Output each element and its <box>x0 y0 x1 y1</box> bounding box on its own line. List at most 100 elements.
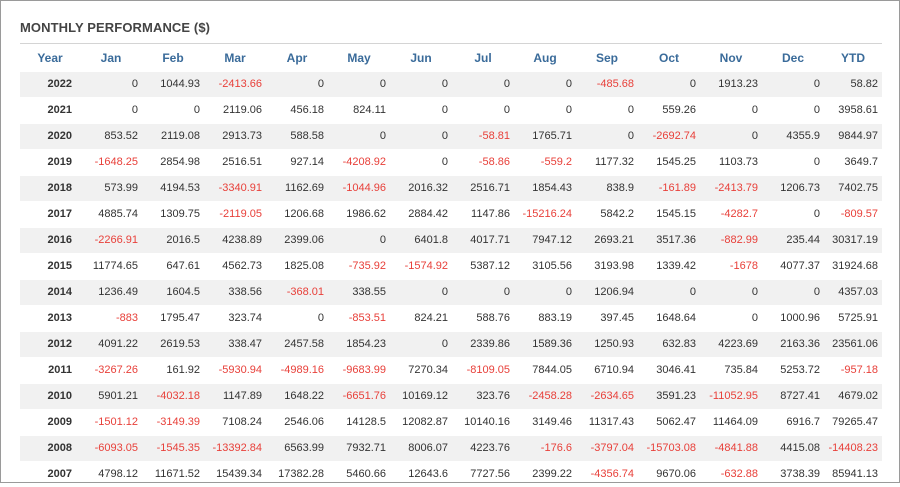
year-cell: 2014 <box>20 280 80 306</box>
month-value-cell: 0 <box>266 306 328 332</box>
month-value-cell: -368.01 <box>266 280 328 306</box>
month-value-cell: 338.55 <box>328 280 390 306</box>
ytd-cell: 4357.03 <box>824 280 882 306</box>
month-value-cell: 1309.75 <box>142 202 204 228</box>
month-value-cell: -4989.16 <box>266 358 328 384</box>
month-value-cell: 0 <box>390 150 452 176</box>
year-cell: 2011 <box>20 358 80 384</box>
month-value-cell: 11774.65 <box>80 254 142 280</box>
month-value-cell: 647.61 <box>142 254 204 280</box>
ytd-cell: -14408.23 <box>824 436 882 462</box>
month-value-cell: 323.76 <box>452 384 514 410</box>
month-value-cell: 0 <box>80 98 142 124</box>
month-value-cell: 0 <box>390 98 452 124</box>
month-value-cell: 3517.36 <box>638 228 700 254</box>
column-header-oct: Oct <box>638 45 700 72</box>
month-value-cell: 573.99 <box>80 176 142 202</box>
month-value-cell: 4415.08 <box>762 436 824 462</box>
year-cell: 2009 <box>20 410 80 436</box>
month-value-cell: 0 <box>452 98 514 124</box>
month-value-cell: 1162.69 <box>266 176 328 202</box>
month-value-cell: 1765.71 <box>514 124 576 150</box>
month-value-cell: 6916.7 <box>762 410 824 436</box>
month-value-cell: -13392.84 <box>204 436 266 462</box>
month-value-cell: -882.99 <box>700 228 762 254</box>
month-value-cell: 559.26 <box>638 98 700 124</box>
month-value-cell: -1648.25 <box>80 150 142 176</box>
year-cell: 2007 <box>20 462 80 487</box>
month-value-cell: 2546.06 <box>266 410 328 436</box>
month-value-cell: 0 <box>762 98 824 124</box>
column-header-ytd: YTD <box>824 45 882 72</box>
ytd-cell: 5725.91 <box>824 306 882 332</box>
month-value-cell: 0 <box>700 124 762 150</box>
month-value-cell: 14128.5 <box>328 410 390 436</box>
month-value-cell: -485.68 <box>576 72 638 98</box>
year-cell: 2018 <box>20 176 80 202</box>
month-value-cell: 0 <box>390 72 452 98</box>
column-header-sep: Sep <box>576 45 638 72</box>
month-value-cell: 8727.41 <box>762 384 824 410</box>
month-value-cell: 1589.36 <box>514 332 576 358</box>
month-value-cell: 1206.73 <box>762 176 824 202</box>
month-value-cell: 397.45 <box>576 306 638 332</box>
month-value-cell: 1044.93 <box>142 72 204 98</box>
month-value-cell: 12643.6 <box>390 462 452 487</box>
column-header-may: May <box>328 45 390 72</box>
month-value-cell: 1648.64 <box>638 306 700 332</box>
ytd-cell: 31924.68 <box>824 254 882 280</box>
month-value-cell: 1236.49 <box>80 280 142 306</box>
month-value-cell: -559.2 <box>514 150 576 176</box>
month-value-cell: 4223.76 <box>452 436 514 462</box>
month-value-cell: -2634.65 <box>576 384 638 410</box>
month-value-cell: 4017.71 <box>452 228 514 254</box>
ytd-cell: 7402.75 <box>824 176 882 202</box>
year-cell: 2021 <box>20 98 80 124</box>
month-value-cell: -4032.18 <box>142 384 204 410</box>
month-value-cell: 2399.06 <box>266 228 328 254</box>
month-value-cell: 2399.22 <box>514 462 576 487</box>
month-value-cell: 1000.96 <box>762 306 824 332</box>
month-value-cell: -4841.88 <box>700 436 762 462</box>
month-value-cell: 456.18 <box>266 98 328 124</box>
month-value-cell: 1147.89 <box>204 384 266 410</box>
month-value-cell: 235.44 <box>762 228 824 254</box>
month-value-cell: 2119.06 <box>204 98 266 124</box>
month-value-cell: 8006.07 <box>390 436 452 462</box>
month-value-cell: -2458.28 <box>514 384 576 410</box>
ytd-cell: -957.18 <box>824 358 882 384</box>
month-value-cell: 1545.15 <box>638 202 700 228</box>
column-header-jan: Jan <box>80 45 142 72</box>
month-value-cell: 3738.39 <box>762 462 824 487</box>
month-value-cell: 7844.05 <box>514 358 576 384</box>
month-value-cell: 7932.71 <box>328 436 390 462</box>
month-value-cell: 5387.12 <box>452 254 514 280</box>
year-cell: 2022 <box>20 72 80 98</box>
month-value-cell: 11317.43 <box>576 410 638 436</box>
month-value-cell: 2516.51 <box>204 150 266 176</box>
month-value-cell: 0 <box>390 280 452 306</box>
month-value-cell: 0 <box>762 72 824 98</box>
month-value-cell: 0 <box>638 72 700 98</box>
month-value-cell: 2016.5 <box>142 228 204 254</box>
month-value-cell: -176.6 <box>514 436 576 462</box>
month-value-cell: -883 <box>80 306 142 332</box>
month-value-cell: 0 <box>266 72 328 98</box>
month-value-cell: 1339.42 <box>638 254 700 280</box>
month-value-cell: 927.14 <box>266 150 328 176</box>
month-value-cell: 3046.41 <box>638 358 700 384</box>
month-value-cell: -6651.76 <box>328 384 390 410</box>
month-value-cell: 588.58 <box>266 124 328 150</box>
